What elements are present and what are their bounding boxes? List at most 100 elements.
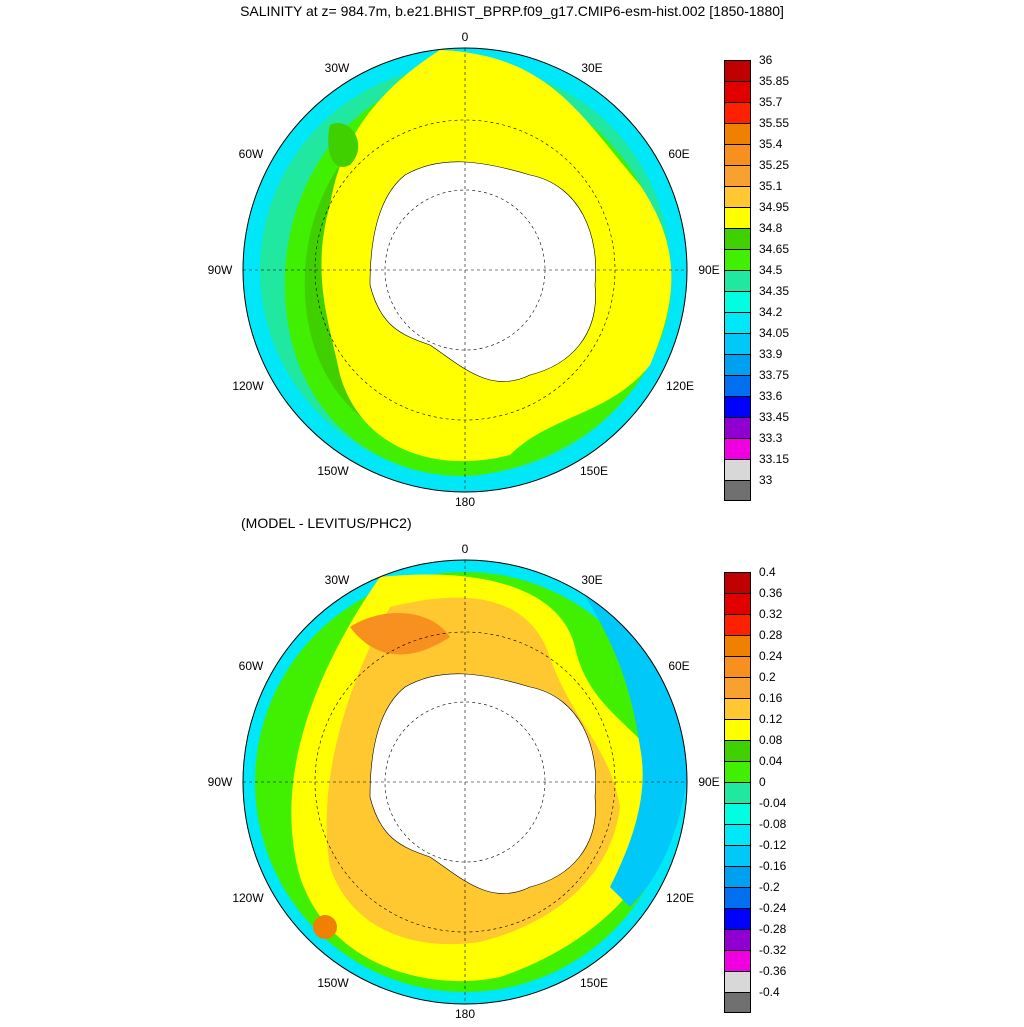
colorbar-top-color-box: [724, 270, 751, 291]
colorbar-top-tick-label: 34.8: [759, 221, 783, 235]
lon-label-30w: 30W: [324, 61, 350, 75]
colorbar-bottom-color-box: [724, 992, 751, 1013]
colorbar-top: [724, 60, 751, 501]
colorbar-top-tick-label: 33: [759, 473, 773, 487]
lon-label-120e: 120E: [665, 891, 695, 905]
lon-label-180: 180: [454, 495, 476, 509]
colorbar-bottom-color-box: [724, 824, 751, 845]
colorbar-bottom-color-box: [724, 761, 751, 782]
colorbar-bottom-color-box: [724, 887, 751, 908]
colorbar-top-tick-label: 34.2: [759, 305, 783, 319]
colorbar-top-tick-label: 35.55: [759, 116, 790, 130]
lon-label-30e: 30E: [581, 61, 603, 75]
colorbar-bottom-tick-label: 0.08: [759, 733, 783, 747]
colorbar-bottom-tick-label: -0.4: [759, 985, 780, 999]
colorbar-bottom-color-box: [724, 572, 751, 593]
lon-label-0: 0: [461, 542, 469, 556]
colorbar-top-tick-label: 33.9: [759, 347, 783, 361]
colorbar-bottom-color-box: [724, 971, 751, 992]
colorbar-top-color-box: [724, 417, 751, 438]
colorbar-top-color-box: [724, 291, 751, 312]
colorbar-bottom-tick-label: 0.4: [759, 565, 776, 579]
colorbar-top-color-box: [724, 396, 751, 417]
colorbar-bottom-tick-label: -0.04: [759, 796, 787, 810]
colorbar-bottom-tick-label: -0.24: [759, 901, 787, 915]
colorbar-bottom-color-box: [724, 656, 751, 677]
colorbar-top-color-box: [724, 144, 751, 165]
colorbar-top-tick-label: 34.65: [759, 242, 790, 256]
lon-label-180: 180: [454, 1007, 476, 1021]
colorbar-bottom-color-box: [724, 803, 751, 824]
colorbar-bottom: [724, 572, 751, 1013]
salinity-map-top: [242, 47, 688, 493]
colorbar-top-color-box: [724, 186, 751, 207]
colorbar-top-tick-label: 34.05: [759, 326, 790, 340]
colorbar-top-color-box: [724, 438, 751, 459]
lon-label-120w: 120W: [232, 891, 264, 905]
lon-label-120w: 120W: [232, 379, 264, 393]
colorbar-top-tick-label: 34.95: [759, 200, 790, 214]
lon-label-30e: 30E: [581, 573, 603, 587]
lon-label-90e: 90E: [698, 263, 720, 277]
colorbar-top-color-box: [724, 207, 751, 228]
lon-label-90w: 90W: [207, 263, 233, 277]
colorbar-bottom-tick-label: -0.36: [759, 964, 787, 978]
lon-label-120e: 120E: [665, 379, 695, 393]
colorbar-top-tick-label: 35.85: [759, 74, 790, 88]
colorbar-top-tick-label: 33.15: [759, 452, 790, 466]
colorbar-bottom-tick-label: -0.16: [759, 859, 787, 873]
colorbar-top-tick-label: 35.1: [759, 179, 783, 193]
colorbar-top-color-box: [724, 480, 751, 501]
colorbar-bottom-color-box: [724, 908, 751, 929]
colorbar-bottom-tick-label: -0.32: [759, 943, 787, 957]
colorbar-bottom-color-box: [724, 845, 751, 866]
colorbar-bottom-tick-label: 0.04: [759, 754, 783, 768]
colorbar-bottom-color-box: [724, 719, 751, 740]
colorbar-top-color-box: [724, 354, 751, 375]
colorbar-top-tick-label: 33.75: [759, 368, 790, 382]
difference-subtitle: (MODEL - LEVITUS/PHC2): [241, 515, 412, 531]
lon-label-90w: 90W: [207, 775, 233, 789]
lon-label-60w: 60W: [238, 147, 264, 161]
colorbar-top-color-box: [724, 81, 751, 102]
colorbar-bottom-color-box: [724, 698, 751, 719]
colorbar-top-tick-label: 34.35: [759, 284, 790, 298]
colorbar-bottom-tick-label: -0.08: [759, 817, 787, 831]
colorbar-bottom-tick-label: 0.12: [759, 712, 783, 726]
lon-label-30w: 30W: [324, 573, 350, 587]
colorbar-top-tick-label: 33.45: [759, 410, 790, 424]
colorbar-bottom-color-box: [724, 740, 751, 761]
colorbar-bottom-tick-label: 0.32: [759, 607, 783, 621]
colorbar-bottom-color-box: [724, 950, 751, 971]
colorbar-bottom-color-box: [724, 614, 751, 635]
colorbar-top-color-box: [724, 312, 751, 333]
plot-title: SALINITY at z= 984.7m, b.e21.BHIST_BPRP.…: [240, 3, 784, 19]
colorbar-top-color-box: [724, 333, 751, 354]
colorbar-bottom-tick-label: 0.24: [759, 649, 783, 663]
colorbar-top-color-box: [724, 123, 751, 144]
colorbar-bottom-tick-label: -0.12: [759, 838, 787, 852]
lon-label-60e: 60E: [668, 147, 690, 161]
colorbar-bottom-color-box: [724, 635, 751, 656]
colorbar-top-tick-label: 35.7: [759, 95, 783, 109]
colorbar-top-tick-label: 34.5: [759, 263, 783, 277]
colorbar-bottom-tick-label: 0.28: [759, 628, 783, 642]
lon-label-150w: 150W: [317, 976, 349, 990]
colorbar-bottom-tick-label: -0.28: [759, 922, 787, 936]
lon-label-150e: 150E: [579, 976, 609, 990]
colorbar-top-tick-label: 36: [759, 53, 773, 67]
colorbar-bottom-color-box: [724, 593, 751, 614]
lon-label-60e: 60E: [668, 659, 690, 673]
colorbar-top-color-box: [724, 60, 751, 81]
colorbar-bottom-tick-label: -0.2: [759, 880, 780, 894]
colorbar-top-color-box: [724, 249, 751, 270]
colorbar-top-tick-label: 35.4: [759, 137, 783, 151]
colorbar-top-tick-label: 33.6: [759, 389, 783, 403]
colorbar-bottom-tick-label: 0.36: [759, 586, 783, 600]
salinity-difference-map: [242, 559, 688, 1005]
colorbar-top-color-box: [724, 228, 751, 249]
lon-label-150e: 150E: [579, 464, 609, 478]
lon-label-90e: 90E: [698, 775, 720, 789]
colorbar-bottom-color-box: [724, 929, 751, 950]
lon-label-0: 0: [461, 30, 469, 44]
